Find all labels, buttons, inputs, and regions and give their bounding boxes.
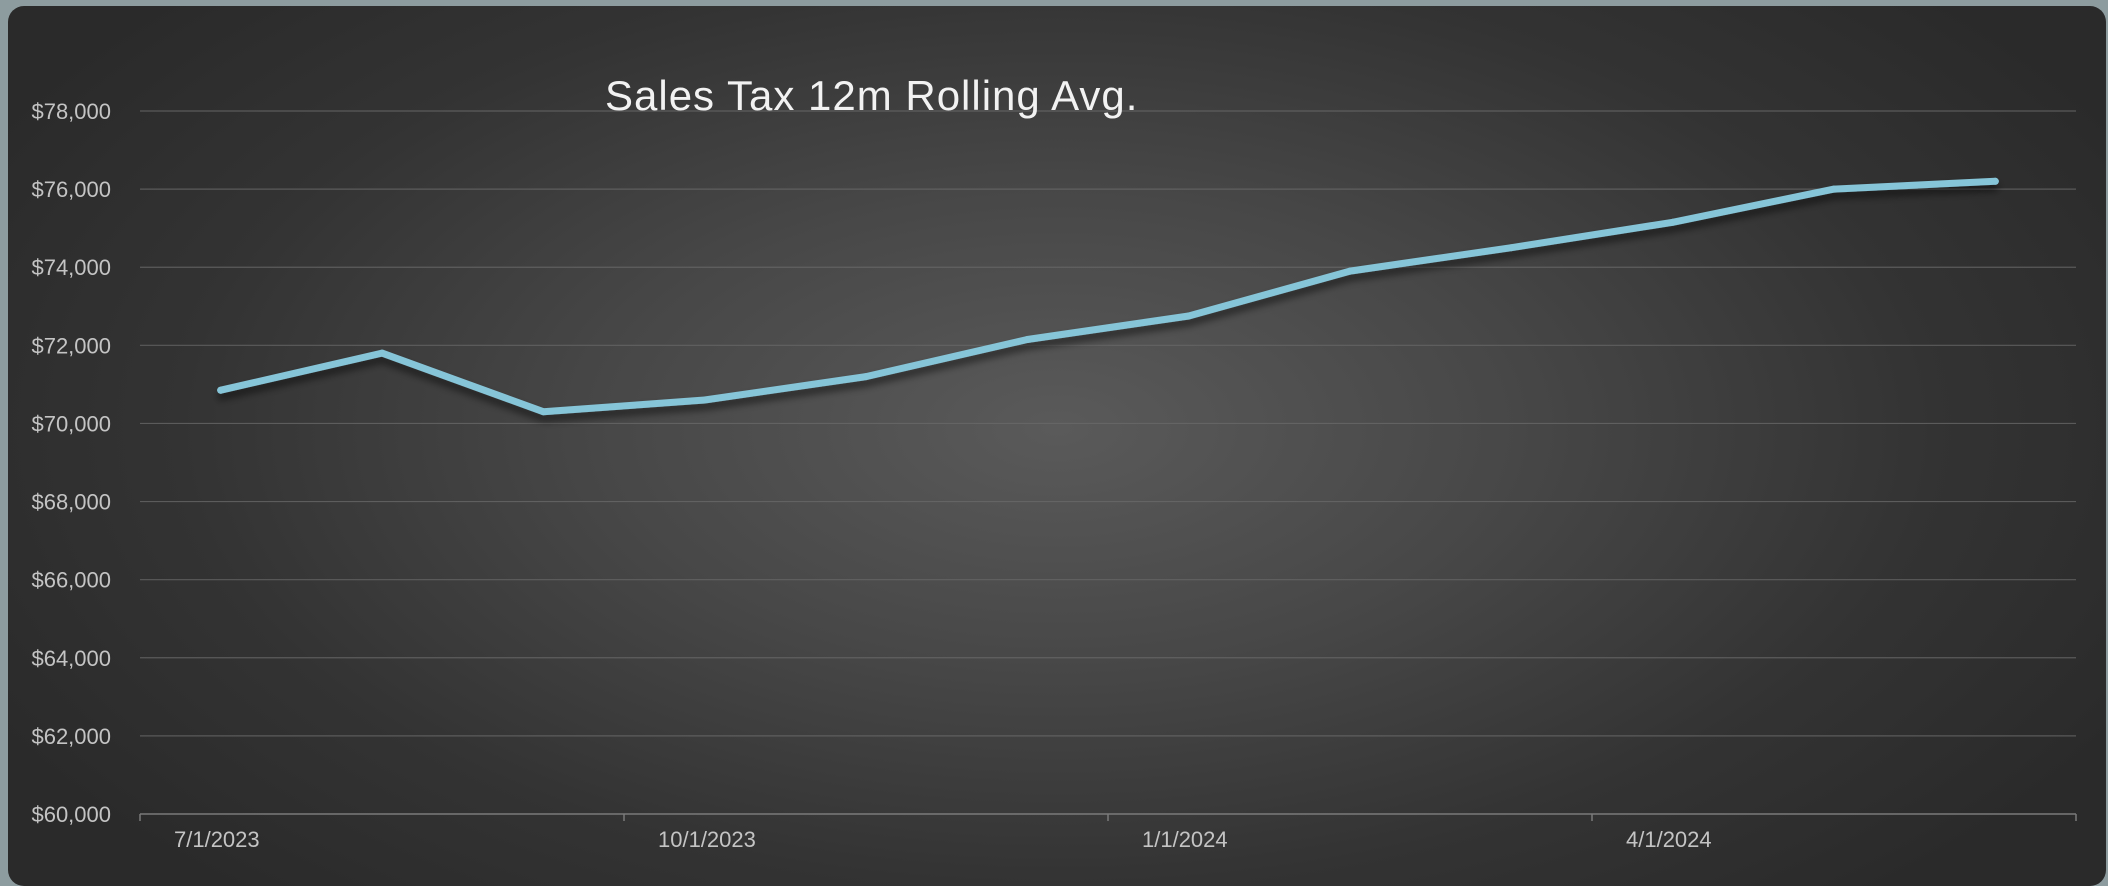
data-point [1185,312,1193,320]
line-chart: $60,000 $62,000 $64,000 $66,000 $68,000 $70,0… [31,99,2077,852]
series-line [217,177,1999,416]
data-point [378,349,386,357]
data-point [1830,185,1838,193]
y-tick-label: $70,000 [31,411,111,436]
data-point [1669,218,1677,226]
y-tick-label: $68,000 [31,490,111,515]
x-tick-label: 4/1/2024 [1626,827,1712,852]
y-tick-label: $60,000 [31,802,111,827]
y-tick-label: $72,000 [31,333,111,358]
gridlines [140,110,2076,737]
y-tick-label: $78,000 [31,99,111,124]
y-tick-label: $66,000 [31,568,111,593]
y-tick-label: $76,000 [31,177,111,202]
chart-title: Sales Tax 12m Rolling Avg. [605,72,1139,119]
chart-card: $60,000 $62,000 $64,000 $66,000 $68,000 $70,0… [8,6,2106,886]
y-tick-label: $62,000 [31,724,111,749]
x-axis [139,813,2077,821]
data-point [539,408,547,416]
x-tick-label: 10/1/2023 [658,827,756,852]
series-layer [217,177,1999,416]
data-point [1991,177,1999,185]
y-tick-label: $74,000 [31,255,111,280]
data-point [701,396,709,404]
data-point [862,373,870,381]
y-axis-tick-labels: $60,000 $62,000 $64,000 $66,000 $68,000 $70,0… [31,99,111,827]
x-tick-label: 7/1/2023 [174,827,260,852]
data-point [217,386,225,394]
data-point [1023,335,1031,343]
data-point [1507,244,1515,252]
x-tick-label: 1/1/2024 [1142,827,1228,852]
y-tick-label: $64,000 [31,646,111,671]
data-point [1346,267,1354,275]
x-axis-tick-labels: 7/1/2023 10/1/2023 1/1/2024 4/1/2024 [174,827,1712,852]
